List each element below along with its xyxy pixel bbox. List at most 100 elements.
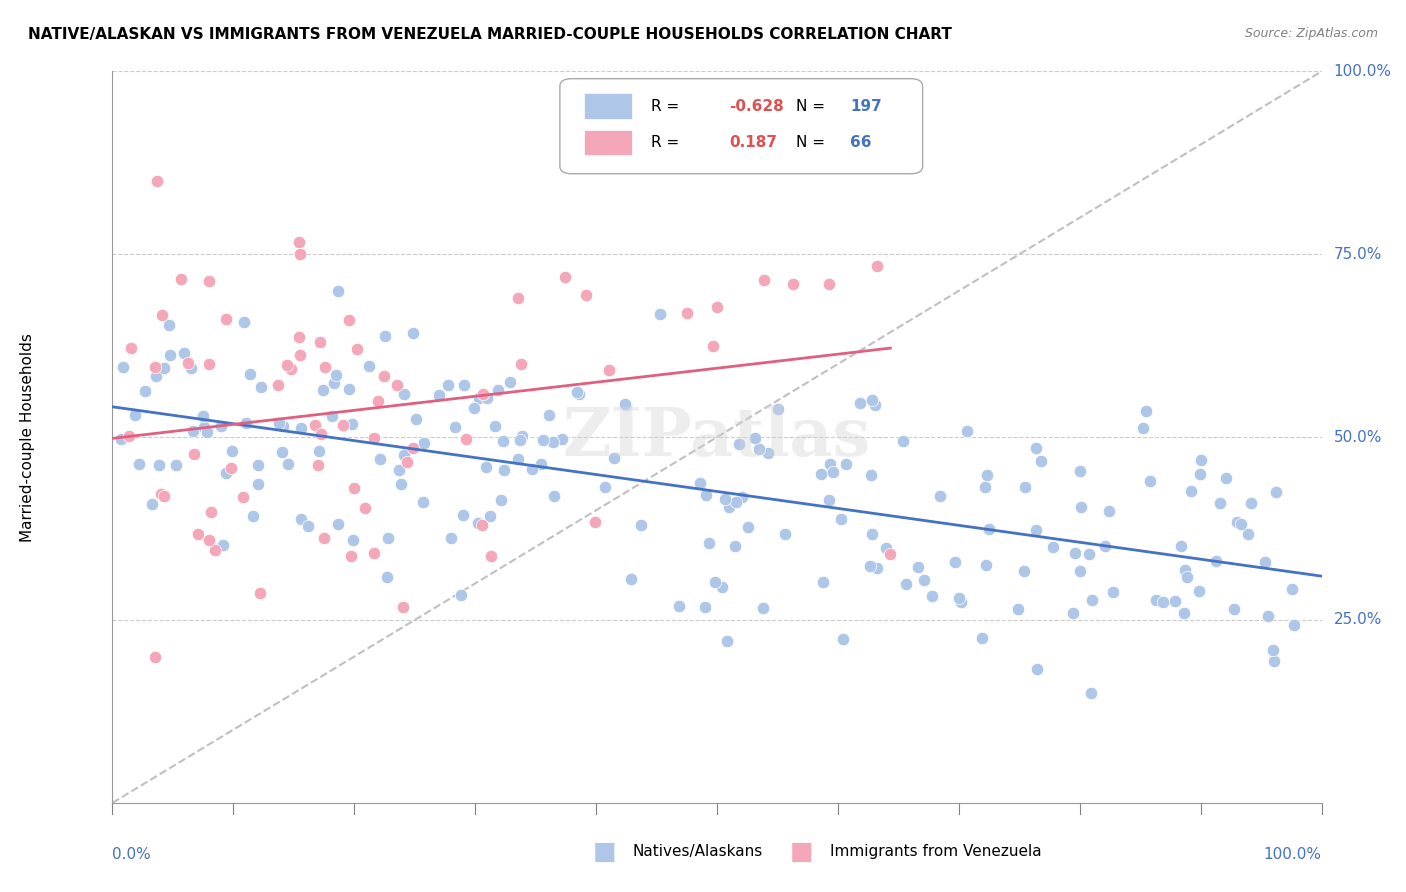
- Point: [737, 520, 759, 534]
- Point: [1205, 554, 1227, 568]
- Text: 100.0%: 100.0%: [1264, 847, 1322, 862]
- Point: [363, 431, 385, 445]
- Point: [221, 444, 243, 458]
- Point: [1264, 484, 1286, 499]
- Point: [321, 409, 343, 424]
- Point: [1081, 592, 1104, 607]
- Point: [290, 512, 312, 526]
- Point: [444, 419, 467, 434]
- Point: [395, 455, 418, 469]
- Point: [277, 458, 299, 472]
- Point: [697, 535, 720, 549]
- Text: 75.0%: 75.0%: [1334, 247, 1382, 261]
- Point: [193, 420, 215, 434]
- Point: [810, 467, 832, 482]
- Point: [956, 425, 979, 439]
- Point: [728, 437, 751, 451]
- Point: [1189, 453, 1212, 467]
- Point: [689, 475, 711, 490]
- Point: [385, 378, 408, 392]
- Point: [832, 632, 855, 646]
- Point: [748, 442, 770, 457]
- Point: [1257, 608, 1279, 623]
- Point: [1012, 564, 1035, 578]
- Point: [1281, 582, 1303, 596]
- Point: [1070, 500, 1092, 514]
- Point: [152, 361, 174, 376]
- Point: [693, 599, 716, 614]
- Point: [342, 533, 364, 547]
- Point: [214, 312, 236, 326]
- Point: [288, 235, 311, 249]
- Point: [177, 356, 200, 370]
- Point: [1132, 421, 1154, 435]
- Text: NATIVE/ALASKAN VS IMMIGRANTS FROM VENEZUELA MARRIED-COUPLE HOUSEHOLDS CORRELATIO: NATIVE/ALASKAN VS IMMIGRANTS FROM VENEZU…: [28, 27, 952, 42]
- Point: [269, 416, 291, 430]
- Point: [357, 359, 380, 374]
- Point: [342, 417, 364, 431]
- Point: [467, 516, 489, 531]
- Point: [290, 421, 312, 435]
- Point: [752, 601, 775, 615]
- Point: [209, 418, 232, 433]
- Text: 0.0%: 0.0%: [112, 847, 152, 862]
- Point: [211, 538, 233, 552]
- Text: ■: ■: [593, 840, 616, 863]
- Point: [1094, 539, 1116, 553]
- Point: [724, 539, 747, 553]
- Text: 100.0%: 100.0%: [1334, 64, 1392, 78]
- Point: [510, 357, 533, 371]
- Point: [1175, 570, 1198, 584]
- Point: [1042, 541, 1064, 555]
- Point: [479, 549, 502, 563]
- Point: [782, 277, 804, 291]
- Point: [389, 476, 412, 491]
- Point: [304, 418, 326, 433]
- Point: [463, 401, 485, 416]
- Point: [314, 360, 336, 375]
- Point: [860, 393, 883, 408]
- Point: [554, 270, 576, 285]
- Point: [471, 517, 494, 532]
- Point: [509, 434, 531, 448]
- Point: [489, 493, 512, 508]
- Point: [1007, 602, 1029, 616]
- Point: [195, 425, 218, 439]
- Point: [744, 431, 766, 445]
- Point: [711, 581, 734, 595]
- Point: [860, 468, 883, 483]
- Point: [912, 573, 935, 587]
- Point: [314, 531, 336, 545]
- Point: [323, 376, 346, 390]
- Point: [143, 360, 166, 375]
- Point: [187, 527, 209, 541]
- Point: [1230, 516, 1253, 531]
- Point: [1025, 442, 1047, 456]
- Point: [373, 369, 395, 384]
- Point: [118, 429, 141, 443]
- Point: [1188, 467, 1211, 481]
- Point: [413, 436, 436, 450]
- Point: [266, 377, 288, 392]
- Point: [288, 330, 311, 344]
- Point: [1226, 515, 1249, 529]
- Point: [239, 368, 262, 382]
- Point: [200, 505, 222, 519]
- Point: [725, 495, 748, 509]
- Point: [159, 349, 181, 363]
- Point: [1215, 471, 1237, 485]
- Point: [565, 385, 588, 400]
- Point: [598, 362, 620, 376]
- Point: [818, 492, 841, 507]
- Point: [297, 519, 319, 533]
- Point: [1152, 594, 1174, 608]
- Point: [593, 480, 616, 494]
- Point: [766, 401, 789, 416]
- Point: [875, 541, 897, 556]
- Point: [412, 494, 434, 508]
- Point: [326, 516, 349, 531]
- Point: [1029, 454, 1052, 468]
- Point: [1282, 618, 1305, 632]
- Point: [375, 570, 398, 584]
- Point: [1263, 643, 1285, 657]
